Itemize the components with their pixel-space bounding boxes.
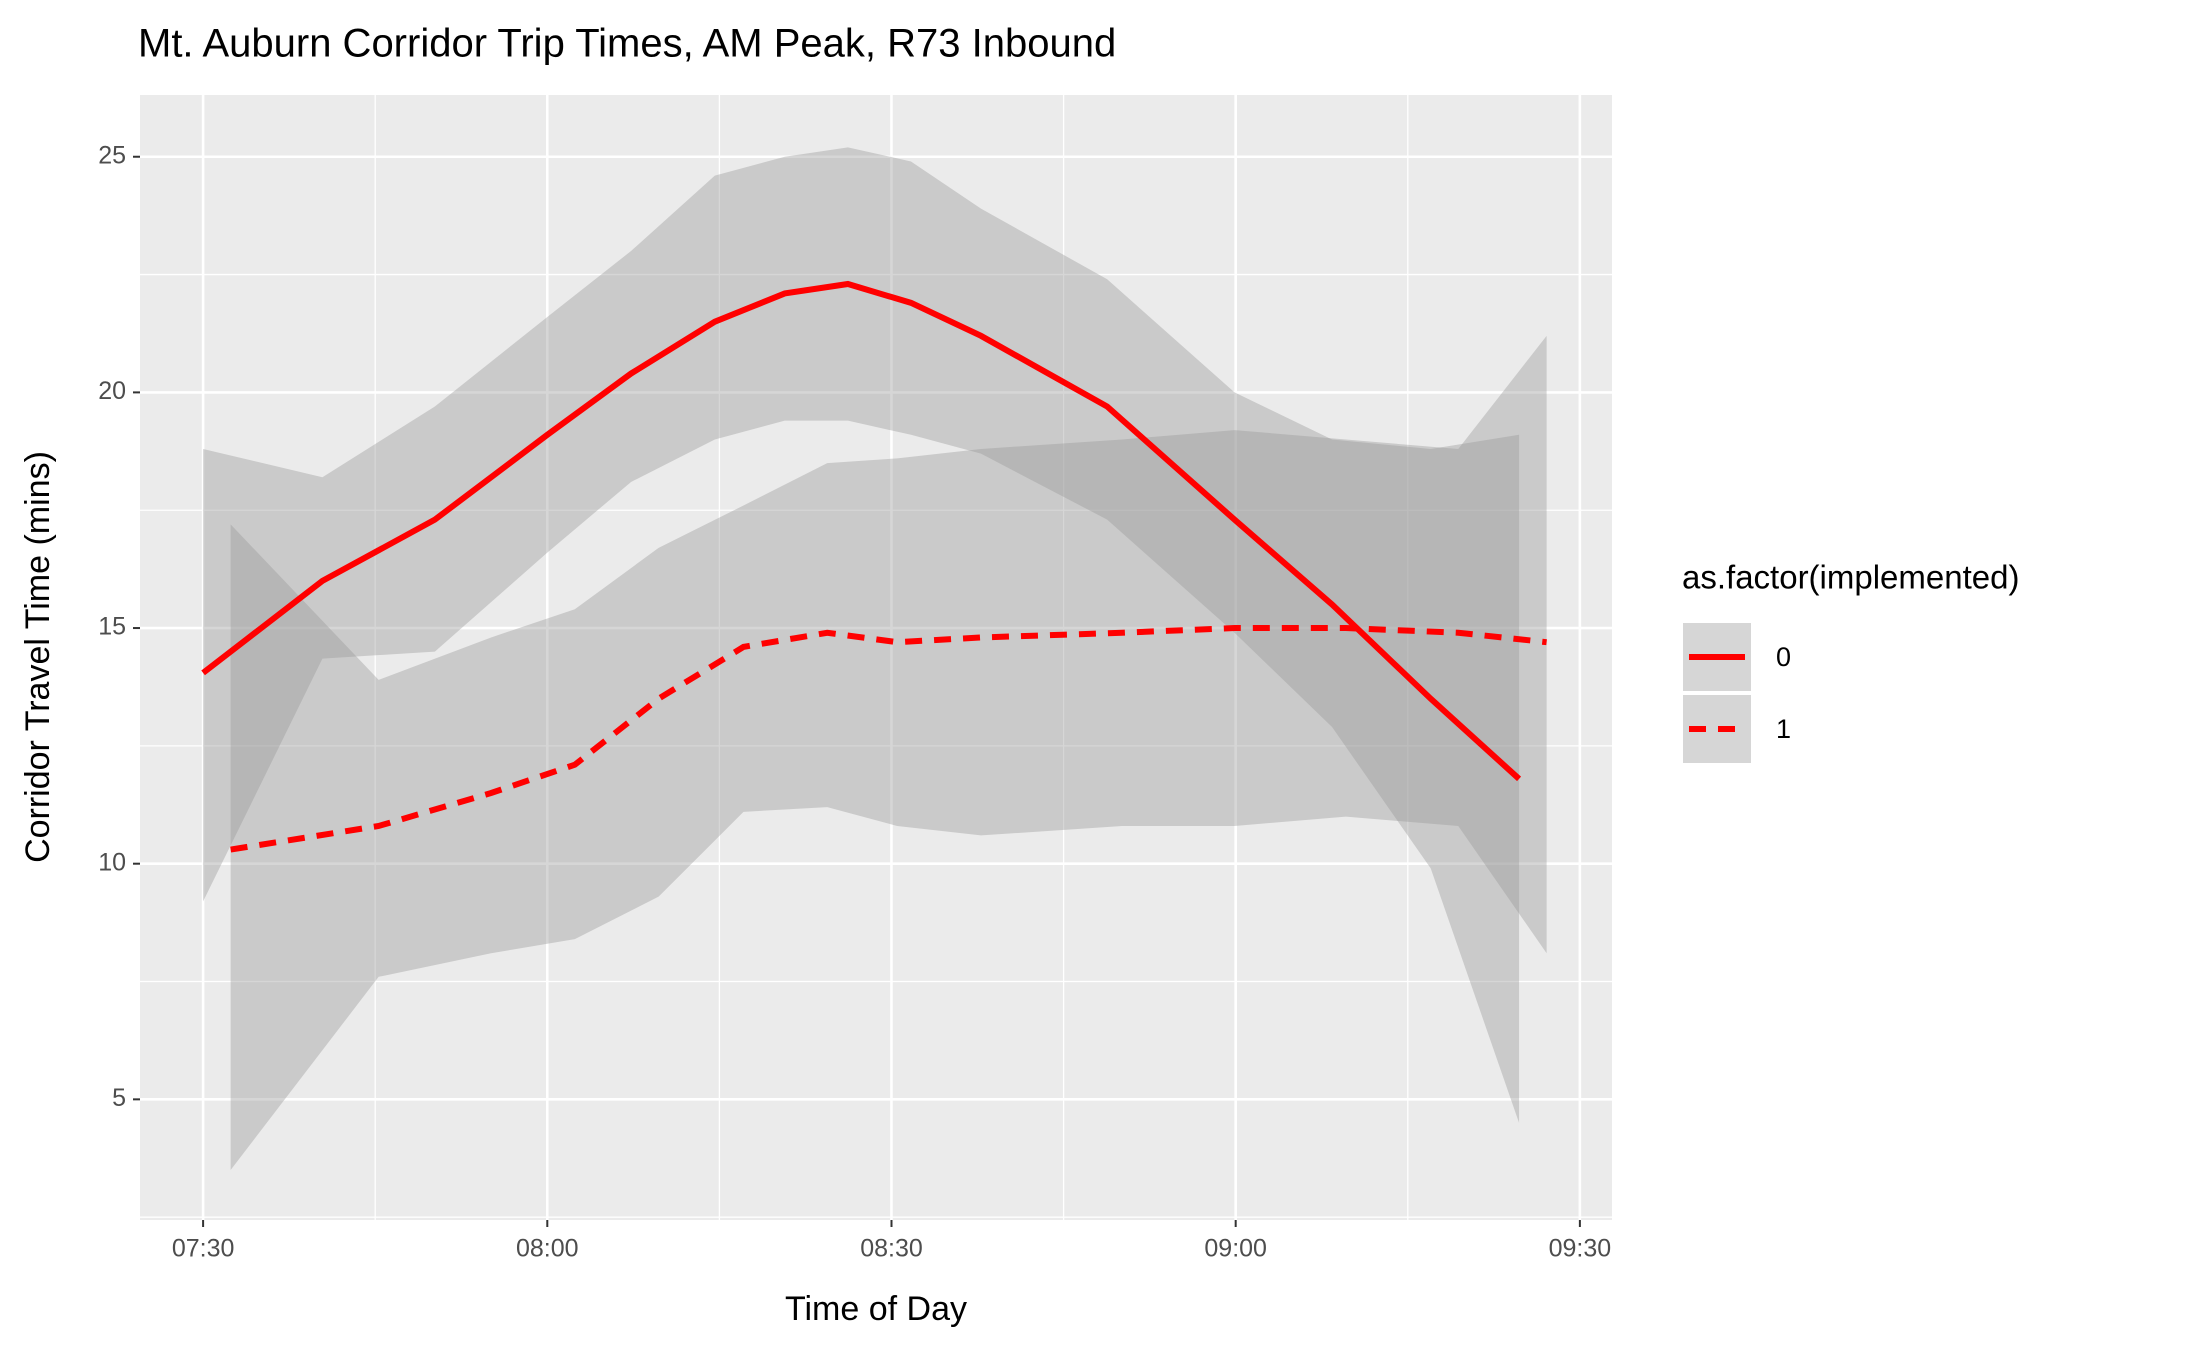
plot-panel: [140, 95, 1612, 1220]
legend-entry: 0: [1681, 621, 1791, 693]
legend-title: as.factor(implemented): [1682, 559, 2019, 596]
x-tick-label: 08:00: [516, 1235, 579, 1263]
y-tick-label: 5: [112, 1084, 126, 1112]
series-line: [230, 625, 1547, 853]
legend-label: 1: [1776, 714, 1791, 744]
legend-label: 0: [1776, 642, 1791, 672]
x-tick-label: 09:30: [1549, 1235, 1612, 1263]
series-line: [201, 280, 1522, 782]
confidence-band: [230, 335, 1547, 1171]
x-tick-label: 08:30: [860, 1235, 923, 1263]
x-axis-title: Time of Day: [785, 1290, 967, 1328]
y-axis-title: Corridor Travel Time (mins): [19, 451, 57, 863]
y-tick-label: 20: [98, 377, 126, 405]
y-tick-label: 15: [98, 613, 126, 641]
confidence-band: [203, 147, 1520, 1123]
y-tick-label: 25: [98, 141, 126, 169]
x-tick-label: 07:30: [172, 1235, 235, 1263]
chart-title: Mt. Auburn Corridor Trip Times, AM Peak,…: [138, 22, 1116, 66]
y-tick-label: 10: [98, 848, 126, 876]
legend-entry: 1: [1681, 693, 1791, 765]
x-tick-label: 09:00: [1204, 1235, 1267, 1263]
